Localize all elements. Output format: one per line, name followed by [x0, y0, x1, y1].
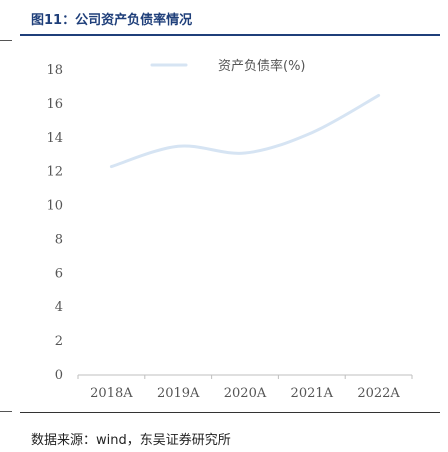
y-tick-label: 12 [46, 165, 63, 180]
y-tick-label: 8 [55, 232, 63, 247]
series-group [109, 93, 381, 169]
left-margin-mark-top [0, 40, 12, 41]
y-tick-label: 2 [55, 334, 63, 349]
top-rule [20, 34, 440, 36]
x-axis: 2018A 2019A 2020A 2021A 2022A [77, 375, 413, 401]
y-tick-label: 4 [55, 300, 63, 315]
x-tick-label: 2019A [157, 386, 200, 401]
x-tick-label: 2020A [224, 386, 267, 401]
y-axis: 0 2 4 6 8 10 12 14 16 18 [46, 63, 63, 383]
x-tick-label: 2021A [291, 386, 334, 401]
source-note: 数据来源：wind，东吴证券研究所 [31, 433, 231, 448]
legend: 资产负债率(%) [150, 58, 306, 74]
line-chart: 0 2 4 6 8 10 12 14 16 18 2018A 2019A 2020A 2021A 2022… [46, 58, 413, 401]
series-line [109, 93, 381, 169]
y-tick-label: 16 [46, 97, 63, 112]
bottom-rule [20, 412, 440, 413]
y-tick-label: 14 [46, 131, 63, 146]
figure-title: 图11：公司资产负债率情况 [31, 13, 193, 28]
legend-label: 资产负债率(%) [218, 58, 306, 74]
y-tick-label: 0 [55, 368, 63, 383]
y-tick-label: 6 [55, 266, 63, 281]
y-tick-label: 18 [46, 63, 63, 78]
x-tick-label: 2022A [357, 386, 400, 401]
y-tick-label: 10 [46, 199, 63, 214]
x-tick-label: 2018A [90, 386, 133, 401]
left-margin-mark-bottom [0, 411, 12, 412]
